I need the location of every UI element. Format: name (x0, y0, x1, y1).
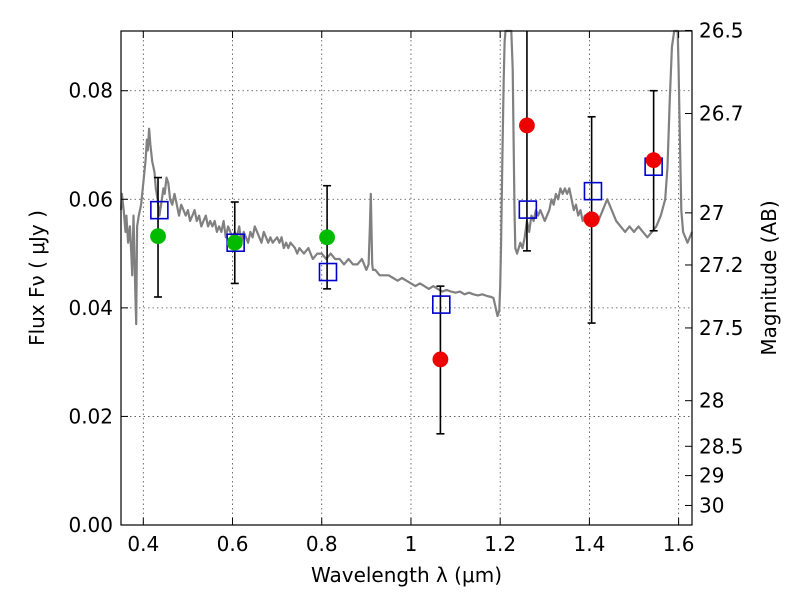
y-tick-label: 0.00 (68, 513, 113, 537)
y-tick-label: 0.04 (68, 296, 113, 320)
mag-tick-label: 27.5 (699, 316, 744, 340)
red-circle-marker (432, 351, 449, 368)
green-circle-marker (319, 229, 335, 246)
red-circle-marker (645, 152, 662, 169)
x-tick-label: 0.6 (217, 532, 249, 556)
model-square-marker (150, 200, 169, 220)
red-circle-marker (519, 117, 535, 134)
x-tick-label: 0.8 (306, 532, 338, 556)
grid-layer (121, 31, 692, 526)
mag-tick-label: 29 (699, 464, 724, 488)
spectrum-line (119, 29, 694, 326)
red-circle-marker (583, 211, 600, 228)
x-tick-label: 1.2 (484, 532, 516, 556)
y-tick-label: 0.08 (68, 79, 113, 103)
model-square-marker (518, 200, 538, 219)
model-square-marker (318, 262, 338, 282)
ticks-layer: 0.4 0.6 0.8 1 1.2 1.4 1.6 0.00 0.02 0.04 0.06 0.08 2… (68, 18, 743, 556)
mag-tick-label: 28 (699, 389, 724, 413)
x-tick-label: 1.6 (663, 532, 695, 556)
model-square-marker (583, 181, 603, 201)
mag-tick-label: 27.2 (699, 253, 744, 277)
x-axis-label: Wavelength λ (μm) (311, 563, 502, 587)
mag-tick-label: 27 (699, 201, 724, 225)
x-tick-label: 1 (405, 532, 418, 556)
y-axis-label: Flux Fν ( μJy ) (25, 210, 49, 346)
green-circle-marker (150, 228, 166, 245)
y-tick-label: 0.06 (68, 187, 113, 211)
mag-tick-label: 30 (699, 493, 724, 517)
series-layer (119, 29, 694, 435)
x-tick-label: 0.4 (127, 532, 159, 556)
plot-frame (120, 30, 693, 526)
x-tick-label: 1.4 (573, 532, 605, 556)
y2-axis-label: Magnitude (AB) (757, 200, 781, 355)
mag-tick-label: 26.7 (699, 102, 744, 126)
green-circle-marker (226, 234, 243, 251)
mag-tick-label: 26.5 (699, 18, 744, 42)
y-tick-label: 0.02 (68, 404, 113, 428)
mag-tick-label: 28.5 (699, 434, 744, 458)
model-square-marker (431, 295, 451, 314)
